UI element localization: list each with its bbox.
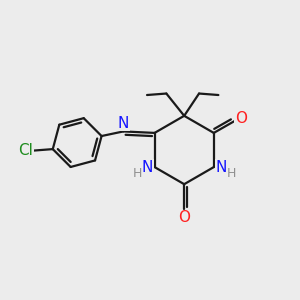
Text: O: O <box>235 111 247 126</box>
Text: N: N <box>142 160 153 175</box>
Text: Cl: Cl <box>19 143 34 158</box>
Text: N: N <box>118 116 129 130</box>
Text: O: O <box>178 210 190 225</box>
Text: H: H <box>133 167 142 180</box>
Text: H: H <box>226 167 236 180</box>
Text: N: N <box>215 160 227 175</box>
